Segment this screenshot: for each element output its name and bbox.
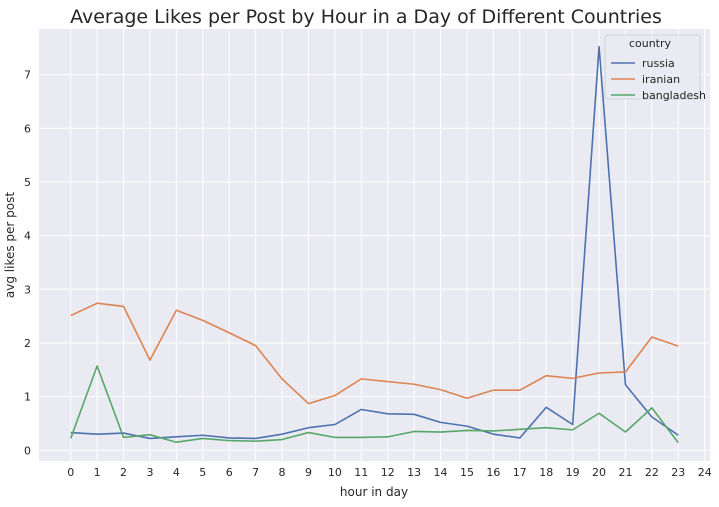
x-tick-label: 2 — [120, 466, 127, 479]
x-tick-label: 7 — [252, 466, 259, 479]
x-tick-label: 20 — [592, 466, 606, 479]
legend-title: country — [629, 37, 672, 50]
series-line-russia — [70, 45, 679, 440]
y-tick-label: 7 — [24, 69, 31, 82]
x-tick-label: 17 — [513, 466, 527, 479]
legend-label-bangladesh: bangladesh — [642, 89, 706, 102]
series-lines — [69, 45, 679, 444]
x-tick-label: 9 — [305, 466, 312, 479]
x-tick-label: 21 — [618, 466, 632, 479]
x-tick-label: 16 — [486, 466, 500, 479]
y-tick-label: 1 — [24, 391, 31, 404]
x-tick-label: 22 — [645, 466, 659, 479]
series-line-bangladesh — [69, 365, 679, 444]
x-tick-label: 8 — [279, 466, 286, 479]
grid — [39, 29, 710, 461]
series-line-iranian — [70, 302, 679, 405]
chart-title: Average Likes per Post by Hour in a Day … — [70, 6, 662, 28]
x-tick-label: 23 — [671, 466, 685, 479]
y-tick-label: 5 — [24, 176, 31, 189]
legend-label-russia: russia — [642, 57, 675, 70]
y-tick-label: 0 — [24, 444, 31, 457]
x-tick-label: 10 — [328, 466, 342, 479]
y-tick-label: 2 — [24, 337, 31, 350]
y-tick-label: 3 — [24, 283, 31, 296]
y-tick-label: 6 — [24, 122, 31, 135]
x-tick-label: 18 — [539, 466, 553, 479]
legend-entries: russia iranian bangladesh — [611, 57, 706, 102]
legend: country russia iranian bangladesh — [604, 34, 706, 102]
x-tick-label: 13 — [407, 466, 421, 479]
x-tick-label: 14 — [434, 466, 448, 479]
x-tick-label: 5 — [199, 466, 206, 479]
x-tick-label: 24 — [698, 466, 712, 479]
x-tick-label: 11 — [354, 466, 368, 479]
x-tick-label: 15 — [460, 466, 474, 479]
plot-background — [39, 29, 710, 461]
x-tick-label: 3 — [146, 466, 153, 479]
legend-label-iranian: iranian — [642, 73, 680, 86]
y-axis-label: avg likes per post — [3, 192, 17, 298]
y-tick-label: 4 — [24, 230, 31, 243]
x-tick-label: 4 — [173, 466, 180, 479]
legend-box — [604, 34, 701, 100]
x-axis-label: hour in day — [340, 485, 408, 499]
x-tick-label: 0 — [67, 466, 74, 479]
x-tick-label: 6 — [226, 466, 233, 479]
x-tick-label: 12 — [381, 466, 395, 479]
x-tick-label: 19 — [566, 466, 580, 479]
x-tick-label: 1 — [94, 466, 101, 479]
